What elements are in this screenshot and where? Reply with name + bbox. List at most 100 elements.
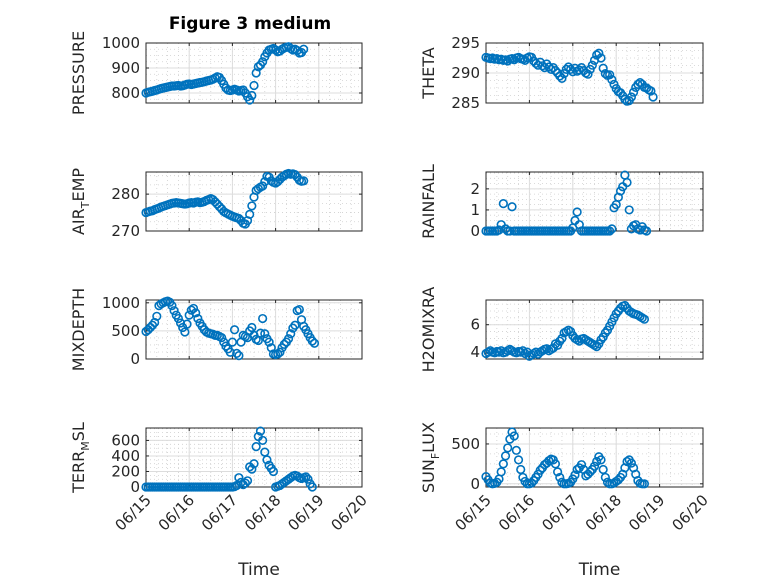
data-point [180,327,190,337]
y-tick-label: 290 [451,64,480,82]
data-point [249,80,259,91]
data-point [648,92,658,102]
data-point [299,44,309,54]
data-point [594,48,604,58]
data-point [500,224,511,234]
figure-title: Figure 3 medium [169,14,331,34]
data-point [169,306,179,316]
data-point [247,201,257,211]
data-series [141,426,317,492]
x-tick-label: 06/19 [625,491,668,534]
data-point [557,333,567,344]
data-point [600,68,610,79]
data-point [167,301,177,311]
data-point [542,344,552,354]
data-point [496,467,506,477]
x-tick-label: 06/18 [241,491,284,534]
data-point [271,45,281,55]
x-tick-label: 06/17 [538,491,581,534]
subplot-2: 285 290 295 THETA [419,34,704,112]
data-point [279,171,289,181]
data-point [255,328,266,338]
data-point [557,477,567,487]
data-point [622,177,632,188]
data-point [279,339,289,349]
data-series [141,168,309,229]
data-point [596,53,606,63]
data-series [481,170,652,236]
data-point [507,202,517,212]
data-point [227,337,237,347]
data-point [494,225,504,235]
data-point [596,455,606,465]
data-point [232,348,242,358]
y-tick-label: 1000 [102,34,140,52]
x-tick-label: 06/20 [669,491,712,534]
data-point [570,470,580,480]
data-point [626,458,636,468]
data-point [511,445,521,455]
data-point [247,322,257,333]
y-tick-label: 900 [111,59,140,77]
data-point [526,478,537,488]
y-tick-label: 600 [111,431,140,449]
data-point [537,61,548,71]
data-point [286,329,296,339]
data-point [576,460,587,470]
data-point [585,467,595,477]
data-point [607,74,617,85]
y-tick-label: 200 [111,462,140,480]
subplot-4: 0 1 2 RAINFALL [419,164,704,240]
data-point [264,337,274,347]
data-point [251,442,261,452]
data-point [622,456,632,467]
data-point [247,90,257,101]
data-point [602,477,613,487]
data-series [141,296,320,361]
data-point [587,60,597,70]
y-tick-label: 400 [111,447,140,465]
y-axis-label: PRESSURE [69,31,88,115]
data-point [589,461,600,471]
data-point [307,482,317,492]
y-tick-label: 4 [470,343,480,361]
y-tick-label: 295 [451,34,480,52]
y-axis-label: RAINFALL [419,164,438,239]
data-point [247,464,257,474]
data-point [191,308,201,318]
data-point [283,334,294,344]
data-point [626,92,636,102]
data-point [646,86,656,96]
data-point [188,303,199,314]
data-point [301,472,311,482]
data-point [550,459,561,469]
y-tick-label: 500 [111,322,140,340]
x-tick-label: 06/18 [582,491,625,534]
x-tick-label: 06/15 [112,491,155,534]
data-point [553,467,563,477]
data-point [555,472,565,483]
data-point [598,63,608,73]
y-tick-label: 500 [451,435,480,453]
y-tick-label: 1000 [102,294,140,312]
data-point [583,69,593,79]
data-point [592,456,602,467]
data-point [273,349,283,359]
data-point [639,479,650,489]
data-point [292,45,302,56]
data-point [152,311,162,321]
data-point [182,319,192,329]
data-point [193,313,203,324]
data-point [641,226,652,236]
data-point [175,318,186,328]
data-point [628,87,639,97]
y-axis-label: AIRTEMP [69,168,92,235]
data-point [275,347,285,357]
plot-area [485,171,704,232]
x-axis-label: Time [237,560,280,580]
y-tick-label: 2 [470,180,480,198]
y-tick-label: 270 [111,222,140,240]
y-tick-label: 800 [111,84,140,102]
data-point [303,474,313,484]
